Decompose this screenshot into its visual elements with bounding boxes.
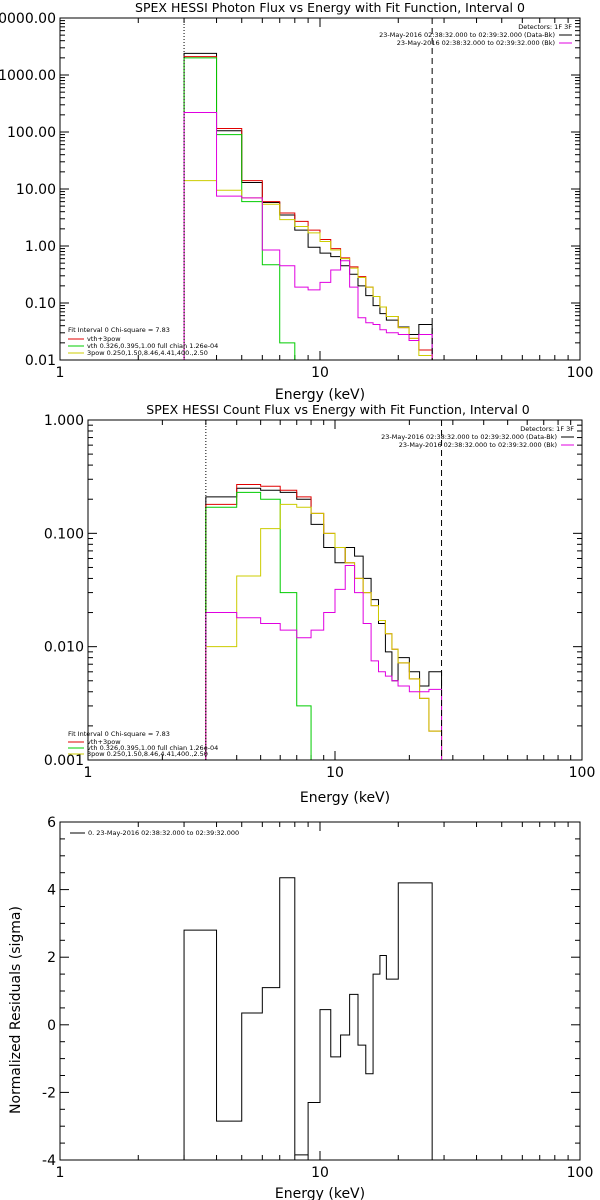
count-flux-legend-top-right: Detectors: 1F 3F 23-May-2016 02:38:32.00… [381, 425, 574, 449]
count-legend-green: vth 0.326,0.395,1.00 full chian 1.26e-04 [87, 744, 218, 752]
series-3pow [205, 503, 443, 760]
x-tick-label: 10 [326, 765, 344, 781]
residuals-xlabel: Energy (keV) [275, 1186, 365, 1200]
photon-flux-legend-bottom-left: Fit Interval 0 Chi-square = 7.83 vth+3po… [68, 326, 218, 357]
photon-flux-panel: SPEX HESSI Photon Flux vs Energy with Fi… [0, 0, 593, 403]
x-tick-label: 1 [56, 1165, 65, 1181]
y-tick-label: 4 [47, 883, 56, 899]
y-tick-label: -4 [42, 1153, 56, 1169]
count-flux-panel: SPEX HESSI Count Flux vs Energy with Fit… [44, 402, 595, 806]
series-bk [183, 111, 433, 360]
count-legend-fit-interval: Fit Interval 0 Chi-square = 7.83 [68, 730, 170, 738]
x-tick-label: 1 [84, 765, 93, 781]
photon-flux-xlabel: Energy (keV) [275, 387, 365, 403]
residuals-frame [59, 821, 581, 1161]
residuals-legend: 0. 23-May-2016 02:38:32.000 to 02:39:32.… [70, 829, 239, 837]
count-legend-red: vth+3pow [87, 738, 121, 746]
x-tick-label: 100 [567, 1165, 594, 1181]
x-tick-label: 10 [311, 1165, 329, 1181]
y-tick-label: 0.100 [44, 526, 84, 542]
photon-legend-yellow: 3pow 0.250,1.50,8.46,4.41,400.,2.50 [87, 349, 208, 357]
y-tick-label: 2 [47, 950, 56, 966]
series-vth [205, 491, 312, 760]
count-flux-xlabel: Energy (keV) [300, 790, 390, 806]
count-flux-vlines [205, 420, 443, 760]
x-tick-label: 10 [311, 365, 329, 381]
photon-legend-red: vth+3pow [87, 335, 121, 343]
count-flux-legend-bottom-left: Fit Interval 0 Chi-square = 7.83 vth+3po… [68, 730, 218, 758]
x-tick-label: 100 [567, 365, 594, 381]
photon-flux-frame [59, 17, 581, 361]
count-legend-bk: 23-May-2016 02:38:32.000 to 02:39:32.000… [399, 441, 557, 449]
count-flux-title: SPEX HESSI Count Flux vs Energy with Fit… [146, 402, 529, 417]
count-legend-detectors: Detectors: 1F 3F [520, 425, 574, 433]
count-legend-yellow: 3pow 0.250,1.50,8.46,4.41,400.,2.50 [87, 750, 208, 758]
photon-flux-series [183, 52, 433, 360]
y-tick-label: -2 [42, 1085, 56, 1101]
y-tick-label: 0000.00 [0, 11, 56, 27]
y-tick-label: 1.000 [44, 413, 84, 429]
series-bk [205, 565, 443, 760]
photon-legend-data-bk: 23-May-2016 02:38:32.000 to 02:39:32.000… [379, 31, 555, 39]
residuals-ylabel: Normalized Residuals (sigma) [8, 906, 24, 1114]
series-vth [183, 57, 296, 360]
count-flux-series [205, 483, 443, 760]
y-tick-label: 0.10 [25, 296, 56, 312]
y-tick-label: 0.001 [44, 753, 84, 769]
y-tick-label: 10.00 [16, 182, 56, 198]
photon-flux-ticks: 1 10 100 0.01 0.10 1.00 10.00 100.00 1000.00 0000… [0, 11, 593, 381]
photon-legend-green: vth 0.326,0.395,1.00 full chian 1.26e-04 [87, 342, 218, 350]
count-legend-data-bk: 23-May-2016 02:38:32.000 to 02:39:32.000… [381, 433, 557, 441]
count-flux-ticks: 1 10 100 0.001 0.010 0.100 1.000 [44, 413, 595, 781]
photon-legend-detectors: Detectors: 1F 3F [518, 23, 572, 31]
photon-legend-fit-interval: Fit Interval 0 Chi-square = 7.83 [68, 326, 170, 334]
y-tick-label: 100.00 [7, 125, 56, 141]
y-tick-label: 1.00 [25, 239, 56, 255]
y-tick-label: 0 [47, 1018, 56, 1034]
residuals-panel: Energy (keV) Normalized Residuals (sigma… [8, 815, 593, 1200]
photon-legend-bk: 23-May-2016 02:38:32.000 to 02:39:32.000… [397, 39, 555, 47]
x-tick-label: 100 [569, 765, 596, 781]
count-flux-frame [87, 419, 583, 761]
y-tick-label: 6 [47, 815, 56, 831]
x-tick-label: 1 [56, 365, 65, 381]
photon-flux-legend-top-right: Detectors: 1F 3F 23-May-2016 02:38:32.00… [379, 23, 572, 47]
y-tick-label: 0.010 [44, 640, 84, 656]
y-tick-label: 0.01 [25, 353, 56, 369]
photon-flux-vlines [183, 18, 433, 360]
residuals-legend-text: 0. 23-May-2016 02:38:32.000 to 02:39:32.… [88, 829, 239, 837]
y-tick-label: 1000.00 [0, 68, 56, 84]
series-residuals [183, 877, 433, 1160]
photon-flux-title: SPEX HESSI Photon Flux vs Energy with Fi… [135, 0, 525, 15]
residuals-series [183, 877, 433, 1160]
residuals-ticks: 1 10 100 -4 -2 0 2 4 6 [42, 815, 593, 1181]
